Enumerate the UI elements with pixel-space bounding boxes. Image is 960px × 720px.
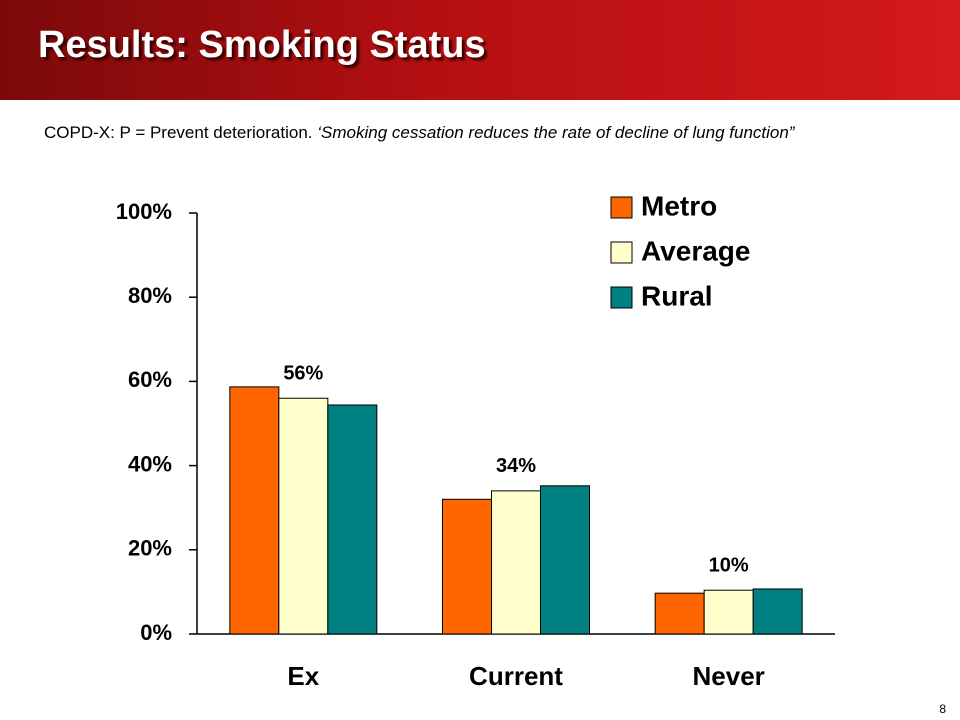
value-label: 56% [283, 363, 323, 385]
bar [278, 397, 329, 635]
legend-label: Metro [641, 190, 717, 221]
y-tick-label: 20% [128, 536, 172, 561]
legend-label: Rural [641, 280, 713, 311]
y-tick-label: 80% [128, 283, 172, 308]
subtitle: COPD-X: P = Prevent deterioration. ‘Smok… [44, 120, 924, 145]
legend-swatch [610, 196, 633, 219]
bar [752, 588, 803, 635]
value-label: 10% [709, 554, 749, 576]
bar [703, 589, 754, 635]
header-band [0, 0, 960, 100]
y-tick-label: 100% [116, 199, 172, 224]
y-tick-label: 60% [128, 367, 172, 392]
legend-swatch [610, 286, 633, 309]
y-tick-label: 40% [128, 451, 172, 476]
bar [327, 404, 378, 635]
legend-swatch [610, 241, 633, 264]
legend-label: Average [641, 235, 750, 266]
page-number: 8 [939, 702, 946, 716]
bar [442, 498, 492, 635]
x-tick-label: Never [693, 661, 765, 691]
subtitle-lead: COPD-X: P = Prevent deterioration. [44, 123, 313, 142]
x-tick-label: Ex [287, 661, 319, 691]
bar [540, 485, 590, 635]
bar [491, 490, 541, 635]
value-label: 34% [496, 455, 536, 477]
slide-title: Results: Smoking Status [38, 24, 486, 66]
subtitle-quote: ‘Smoking cessation reduces the rate of d… [317, 123, 795, 142]
bar [229, 386, 280, 635]
bar [654, 592, 705, 635]
y-tick-label: 0% [140, 620, 172, 645]
x-tick-label: Current [469, 661, 563, 691]
